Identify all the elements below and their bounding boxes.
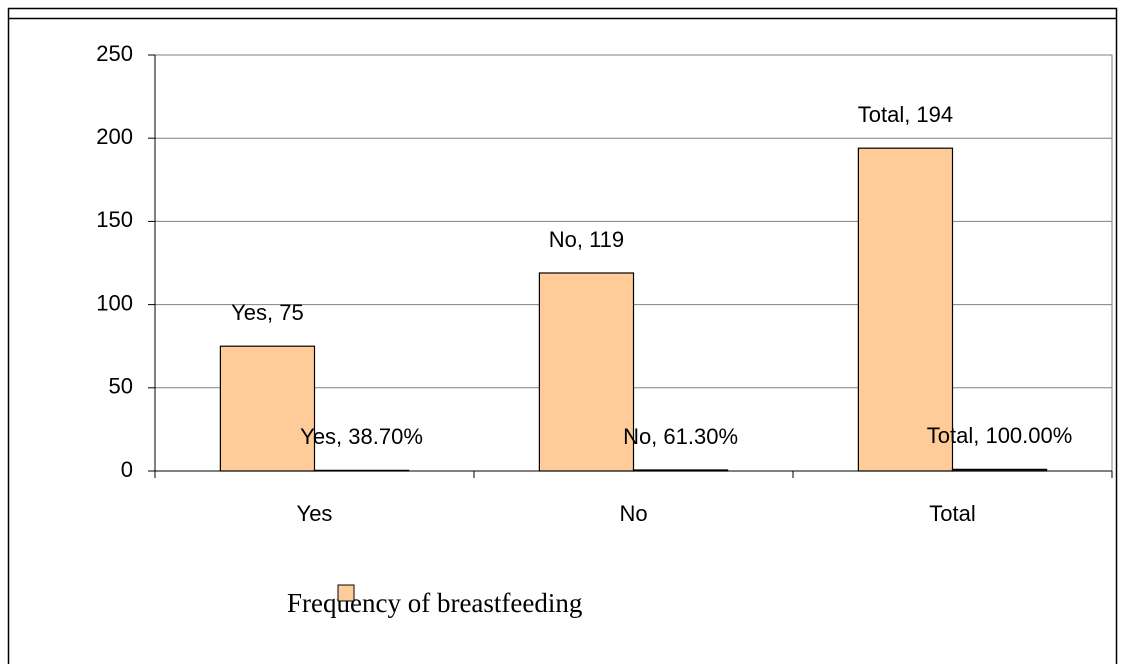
y-tick-label: 0 [121,457,133,482]
data-label: Total, 100.00% [927,423,1073,448]
data-label: Yes, 75 [231,300,304,325]
bar [313,469,410,472]
data-label: Yes, 38.70% [300,424,423,449]
y-tick-label: 250 [96,41,133,66]
y-tick-label: 100 [96,290,133,315]
x-tick-label: No [619,501,647,526]
y-tick-label: 50 [109,374,133,399]
data-label: Total, 194 [858,102,953,127]
bar [951,468,1048,472]
legend-swatch [337,584,355,602]
data-label: No, 61.30% [623,424,738,449]
bar [857,147,954,472]
x-tick-label: Yes [297,501,333,526]
y-tick-label: 150 [96,207,133,232]
bar [632,469,729,472]
x-tick-label: Total [929,501,975,526]
bar [219,345,316,472]
data-label: No, 119 [549,227,624,252]
bar [538,272,635,472]
legend-text: Frequency of breastfeeding [287,588,582,618]
frame [7,7,1118,664]
y-tick-label: 200 [96,124,133,149]
